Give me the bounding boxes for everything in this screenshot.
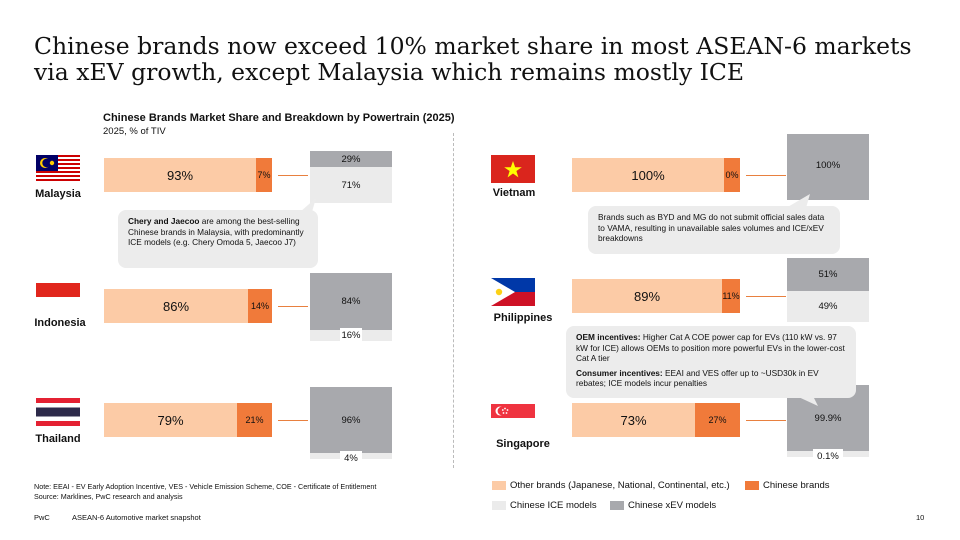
connector-singapore <box>746 420 786 421</box>
callout-malaysia-text: are among the best-selling Chinese brand… <box>128 216 304 247</box>
box-ice-label-indonesia: 16% <box>340 328 362 342</box>
callout-philippines: OEM incentives: Higher Cat A COE power c… <box>566 326 856 398</box>
bar-chinese-thailand: 21% <box>237 403 272 437</box>
callout-philippines-pointer <box>792 394 818 406</box>
box-xev-thailand: 96% <box>310 387 392 453</box>
legend-swatch-xev <box>610 501 624 510</box>
footer-doc: ASEAN-6 Automotive market snapshot <box>72 513 201 522</box>
source-text: Source: Marklines, PwC research and anal… <box>34 491 183 501</box>
box-xev-indonesia: 84% <box>310 273 392 330</box>
legend-swatch-other <box>492 481 506 490</box>
singapore-flag-icon <box>491 404 535 432</box>
bar-chinese-singapore: 27% <box>695 403 740 437</box>
callout-malaysia-pointer <box>300 198 316 212</box>
thailand-flag-icon <box>36 398 80 426</box>
footer-brand: PwC <box>34 513 50 522</box>
vietnam-flag-icon <box>491 155 535 183</box>
callout-consumer-text: EEAI and VES offer up to ~USD30k in EV r… <box>576 367 819 389</box>
box-ice-philippines: 49% <box>787 291 869 322</box>
bar-other-singapore: 73% <box>572 403 695 437</box>
connector-indonesia <box>278 306 308 307</box>
country-label-indonesia: Indonesia <box>34 317 86 329</box>
box-xev-vietnam: 100% <box>787 134 869 200</box>
box-xev-malaysia: 29% <box>310 151 392 167</box>
bar-other-thailand: 79% <box>104 403 237 437</box>
legend-label-ice: Chinese ICE models <box>510 500 597 511</box>
callout-oem-bold: OEM incentives: <box>576 332 641 342</box>
panel-divider <box>453 133 454 468</box>
footer-page: 10 <box>916 513 925 522</box>
callout-consumer-bold: Consumer incentives: <box>576 367 663 378</box>
malaysia-flag-icon <box>36 155 80 183</box>
callout-vietnam: Brands such as BYD and MG do not submit … <box>588 206 840 254</box>
callout-malaysia-bold: Chery and Jaecoo <box>128 216 200 226</box>
legend-swatch-ice <box>492 501 506 510</box>
country-label-singapore: Singapore <box>496 438 550 450</box>
country-label-philippines: Philippines <box>493 312 553 324</box>
box-xev-philippines: 51% <box>787 258 869 291</box>
connector-philippines <box>746 296 786 297</box>
country-label-thailand: Thailand <box>35 433 81 445</box>
bar-chinese-indonesia: 14% <box>248 289 272 323</box>
connector-thailand <box>278 420 308 421</box>
legend-label-other: Other brands (Japanese, National, Contin… <box>510 480 730 491</box>
bar-chinese-malaysia: 7% <box>256 158 272 192</box>
connector-vietnam <box>746 175 786 176</box>
footnote: Note: EEAI - EV Early Adoption Incentive… <box>34 482 376 501</box>
box-ice-malaysia: 71% <box>310 167 392 203</box>
legend-label-chinese: Chinese brands <box>763 480 830 491</box>
legend-swatch-chinese <box>745 481 759 490</box>
callout-vietnam-pointer <box>786 194 810 208</box>
country-label-vietnam: Vietnam <box>492 187 536 199</box>
country-label-malaysia: Malaysia <box>35 188 81 200</box>
indonesia-flag-icon <box>36 283 80 311</box>
callout-vietnam-text: Brands such as BYD and MG do not submit … <box>598 212 825 243</box>
box-ice-label-thailand: 4% <box>340 451 362 465</box>
bar-chinese-vietnam: 0% <box>724 158 740 192</box>
box-ice-label-singapore: 0.1% <box>813 449 843 463</box>
bar-chinese-philippines: 11% <box>722 279 740 313</box>
chart-subtitle: 2025, % of TIV <box>103 126 166 137</box>
philippines-flag-icon <box>491 278 535 306</box>
bar-other-vietnam: 100% <box>572 158 724 192</box>
chart-title: Chinese Brands Market Share and Breakdow… <box>103 112 455 124</box>
connector-malaysia <box>278 175 308 176</box>
bar-other-philippines: 89% <box>572 279 722 313</box>
note-text: Note: EEAI - EV Early Adoption Incentive… <box>34 482 377 491</box>
callout-malaysia: Chery and Jaecoo are among the best-sell… <box>118 210 318 268</box>
bar-other-indonesia: 86% <box>104 289 248 323</box>
page-title: Chinese brands now exceed 10% market sha… <box>34 32 912 86</box>
legend-label-xev: Chinese xEV models <box>628 500 717 511</box>
bar-other-malaysia: 93% <box>104 158 256 192</box>
callout-oem-text: Higher Cat A COE power cap for EVs (110 … <box>576 332 845 363</box>
